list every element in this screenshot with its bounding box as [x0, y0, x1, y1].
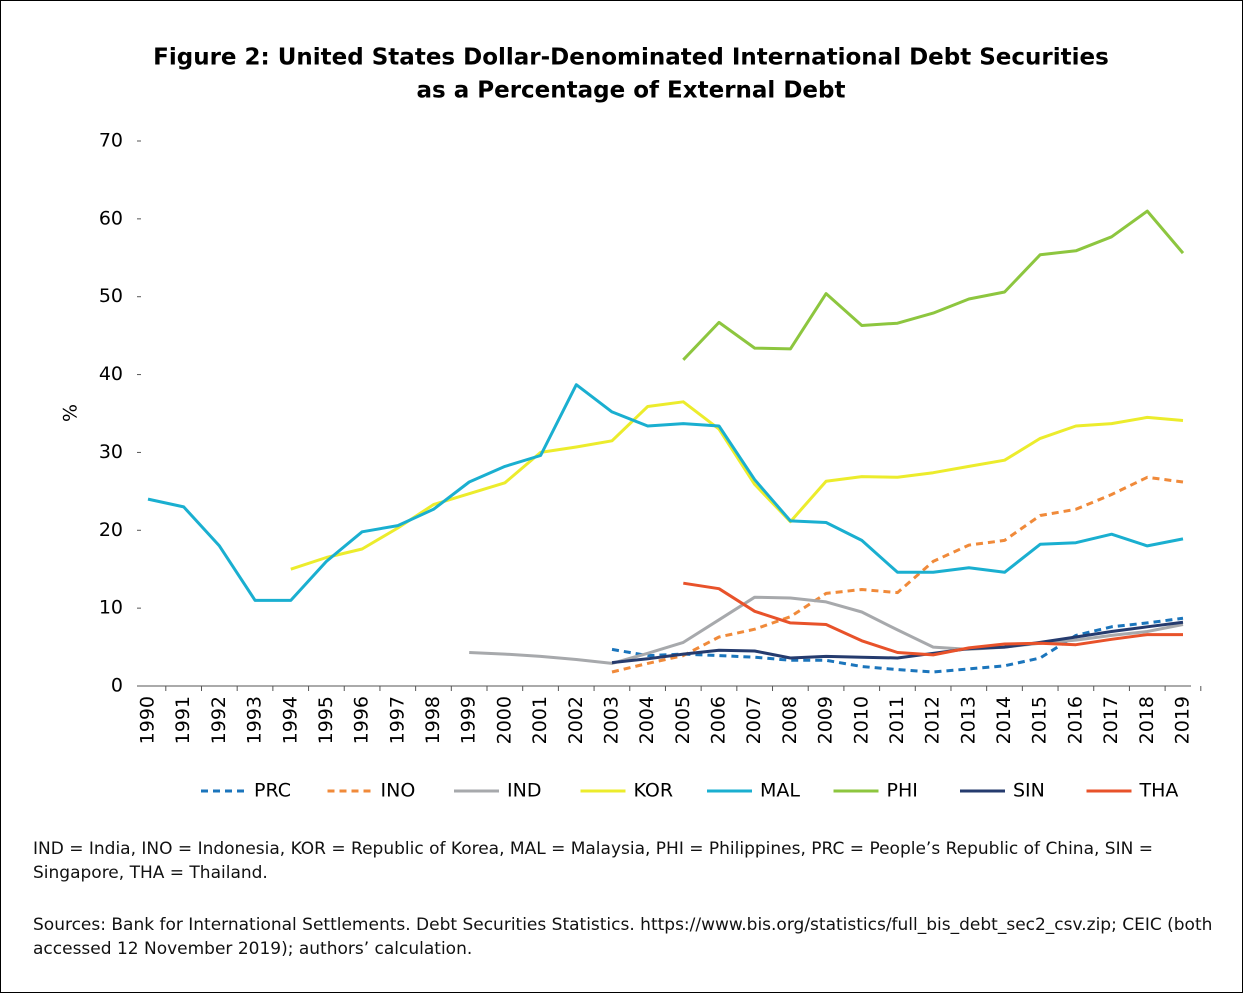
x-tick-label: 2001: [529, 696, 551, 744]
legend-label: IND: [507, 780, 541, 802]
x-tick-label: 1997: [386, 696, 408, 744]
legend-label: THA: [1139, 780, 1179, 802]
legend-label: MAL: [760, 780, 800, 802]
y-axis-label: %: [60, 404, 82, 422]
x-tick-label: 2008: [779, 696, 801, 744]
x-tick-label: 2015: [1029, 696, 1051, 744]
chart: Figure 2: United States Dollar-Denominat…: [60, 45, 1202, 802]
series-line: [611, 475, 1184, 674]
legend-label: PHI: [887, 780, 918, 802]
series-line: [611, 620, 1184, 665]
notes: IND = India, INO = Indonesia, KOR = Repu…: [33, 839, 1153, 883]
x-tick-label: 2013: [957, 696, 979, 744]
x-tick-label: 1992: [208, 696, 230, 744]
x-tick-label: 2003: [600, 696, 622, 744]
y-tick-label: 0: [111, 675, 123, 697]
sources: Sources: Bank for International Settleme…: [33, 915, 1213, 959]
series-line: [469, 595, 1184, 665]
x-tick-label: 2006: [708, 696, 730, 744]
legend-label: INO: [381, 780, 416, 802]
x-tick-label: 2009: [815, 696, 837, 744]
x-tick-label: 1993: [244, 696, 266, 744]
x-tick-label: 2010: [850, 696, 872, 744]
chart-title: Figure 2: United States Dollar-Denominat…: [153, 45, 1109, 71]
x-tick-label: 1999: [458, 696, 480, 744]
x-tick-label: 2007: [743, 696, 765, 744]
x-tick-label: 2018: [1136, 696, 1158, 744]
legend-label: SIN: [1013, 780, 1045, 802]
y-tick-label: 60: [99, 207, 123, 229]
x-tick-label: 2000: [493, 696, 515, 744]
series-line: [290, 400, 1184, 571]
y-tick-label: 30: [99, 441, 123, 463]
x-tick-label: 2014: [993, 696, 1015, 744]
x-tick-label: 1995: [315, 696, 337, 744]
x-tick-label: 2019: [1172, 696, 1194, 744]
series-line: [683, 581, 1183, 657]
series-line: [611, 616, 1184, 674]
x-tick-label: 2005: [672, 696, 694, 744]
x-tick-label: 1994: [279, 696, 301, 744]
x-tick-label: 2011: [886, 696, 908, 744]
x-tick-label: 1998: [422, 696, 444, 744]
x-tick-label: 2012: [922, 696, 944, 744]
y-tick-label: 20: [99, 519, 123, 541]
y-tick-label: 10: [99, 597, 123, 619]
y-tick-label: 70: [99, 130, 123, 152]
legend-label: PRC: [254, 780, 291, 802]
y-tick-label: 40: [99, 363, 123, 385]
legend-label: KOR: [634, 780, 674, 802]
series-line: [682, 209, 1185, 361]
x-tick-label: 1991: [172, 696, 194, 744]
x-tick-label: 2002: [565, 696, 587, 744]
y-tick-label: 50: [99, 285, 123, 307]
x-tick-label: 1990: [137, 696, 159, 744]
x-tick-label: 1996: [351, 696, 373, 744]
chart-title: as a Percentage of External Debt: [417, 78, 846, 104]
series-line: [147, 383, 1184, 602]
x-tick-label: 2017: [1100, 696, 1122, 744]
x-tick-label: 2016: [1064, 696, 1086, 744]
x-tick-label: 2004: [636, 696, 658, 744]
